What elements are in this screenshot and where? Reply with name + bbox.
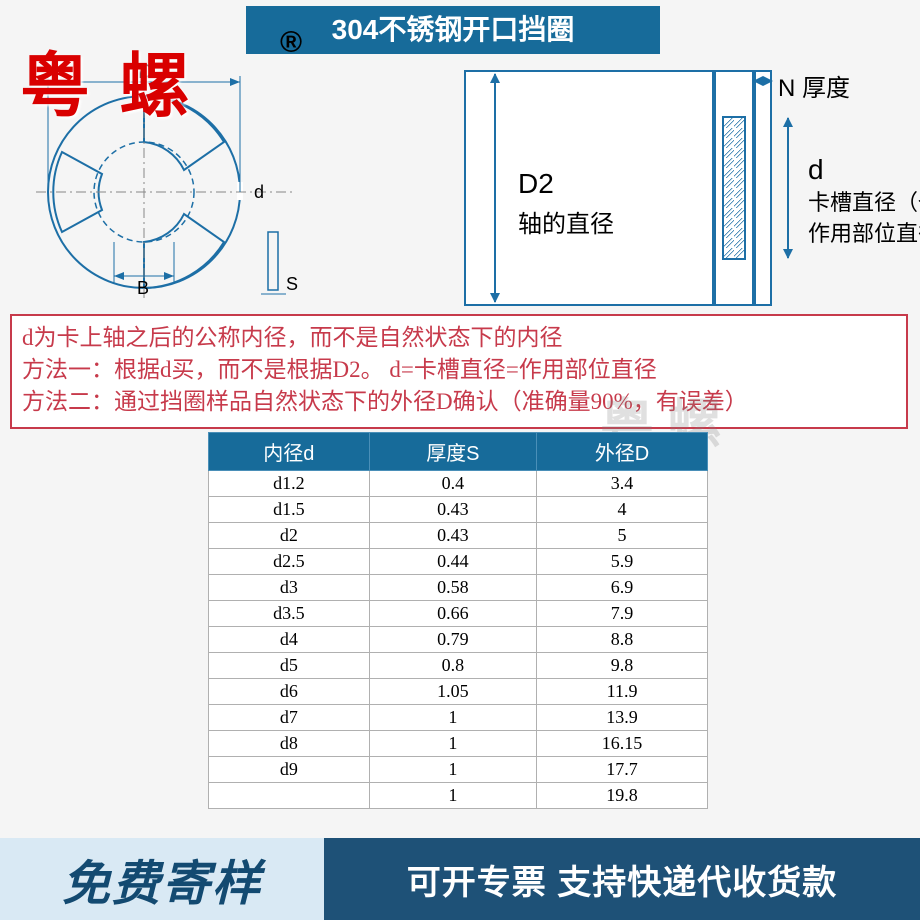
col-thickness-s: 厚度S: [369, 433, 536, 471]
footer-free-sample: 免费寄样: [0, 838, 324, 920]
title-banner: 304不锈钢开口挡圈: [246, 6, 660, 54]
d-sub-label: 卡槽直径（也叫做作用部位直径）: [808, 188, 920, 250]
table-cell: d4: [209, 627, 370, 653]
spec-table: 内径d 厚度S 外径D d1.20.43.4d1.50.434d20.435d2…: [208, 432, 708, 838]
shaft-diagram: D2 轴的直径 N 厚度 d 卡槽直径（也叫做作用部位直径）: [448, 58, 908, 314]
table-cell: 11.9: [537, 679, 708, 705]
table-cell: 0.8: [369, 653, 536, 679]
table-cell: 1: [369, 731, 536, 757]
col-outer-d: 外径D: [537, 433, 708, 471]
table-row: 119.8: [209, 783, 708, 809]
table-row: d40.798.8: [209, 627, 708, 653]
table-row: d3.50.667.9: [209, 601, 708, 627]
table-cell: 16.15: [537, 731, 708, 757]
table-cell: 5.9: [537, 549, 708, 575]
table-cell: d3: [209, 575, 370, 601]
footer: 免费寄样 可开专票 支持快递代收货款: [0, 838, 920, 920]
instruction-box: d为卡上轴之后的公称内径，而不是自然状态下的内径 方法一：根据d买，而不是根据D…: [10, 314, 908, 429]
table-cell: 0.43: [369, 523, 536, 549]
table-cell: d2: [209, 523, 370, 549]
table-cell: 13.9: [537, 705, 708, 731]
table-row: d8116.15: [209, 731, 708, 757]
table-cell: d1.2: [209, 471, 370, 497]
table-cell: d2.5: [209, 549, 370, 575]
table-cell: 17.7: [537, 757, 708, 783]
instruction-line-3: 方法二：通过挡圈样品自然状态下的外径D确认（准确量90%，有误差）: [22, 386, 896, 418]
table-row: d20.435: [209, 523, 708, 549]
table-row: d1.50.434: [209, 497, 708, 523]
table-cell: 0.79: [369, 627, 536, 653]
table-cell: d9: [209, 757, 370, 783]
table-cell: 3.4: [537, 471, 708, 497]
brand-logo: 粤 螺: [20, 30, 196, 131]
table-row: d61.0511.9: [209, 679, 708, 705]
table-cell: 19.8: [537, 783, 708, 809]
d-label: d: [808, 154, 824, 186]
n-label: N 厚度: [778, 68, 850, 103]
table-cell: 9.8: [537, 653, 708, 679]
table-cell: 8.8: [537, 627, 708, 653]
table-cell: 0.44: [369, 549, 536, 575]
table-cell: 0.58: [369, 575, 536, 601]
col-inner-d: 内径d: [209, 433, 370, 471]
table-cell: 1.05: [369, 679, 536, 705]
table-cell: 0.43: [369, 497, 536, 523]
table-cell: 1: [369, 783, 536, 809]
table-row: d9117.7: [209, 757, 708, 783]
table-cell: d7: [209, 705, 370, 731]
svg-text:B: B: [137, 278, 149, 298]
table-cell: 1: [369, 757, 536, 783]
registered-icon: ®: [280, 26, 302, 60]
table-cell: 4: [537, 497, 708, 523]
footer-services: 可开专票 支持快递代收货款: [324, 838, 920, 920]
svg-text:S: S: [286, 274, 298, 294]
table-cell: 1: [369, 705, 536, 731]
table-cell: d1.5: [209, 497, 370, 523]
d2-label: D2: [518, 168, 554, 200]
table-cell: 0.66: [369, 601, 536, 627]
table-cell: d5: [209, 653, 370, 679]
table-cell: 5: [537, 523, 708, 549]
table-row: d7113.9: [209, 705, 708, 731]
table-cell: 6.9: [537, 575, 708, 601]
table-row: d1.20.43.4: [209, 471, 708, 497]
instruction-line-1: d为卡上轴之后的公称内径，而不是自然状态下的内径: [22, 322, 896, 354]
table-row: d50.89.8: [209, 653, 708, 679]
table-cell: d3.5: [209, 601, 370, 627]
table-cell: [209, 783, 370, 809]
table-cell: 0.4: [369, 471, 536, 497]
table-cell: d6: [209, 679, 370, 705]
instruction-line-2: 方法一：根据d买，而不是根据D2。 d=卡槽直径=作用部位直径: [22, 354, 896, 386]
table-row: d30.586.9: [209, 575, 708, 601]
d2-sub-label: 轴的直径: [518, 204, 614, 239]
svg-text:d: d: [254, 182, 264, 202]
table-cell: d8: [209, 731, 370, 757]
table-row: d2.50.445.9: [209, 549, 708, 575]
table-cell: 7.9: [537, 601, 708, 627]
